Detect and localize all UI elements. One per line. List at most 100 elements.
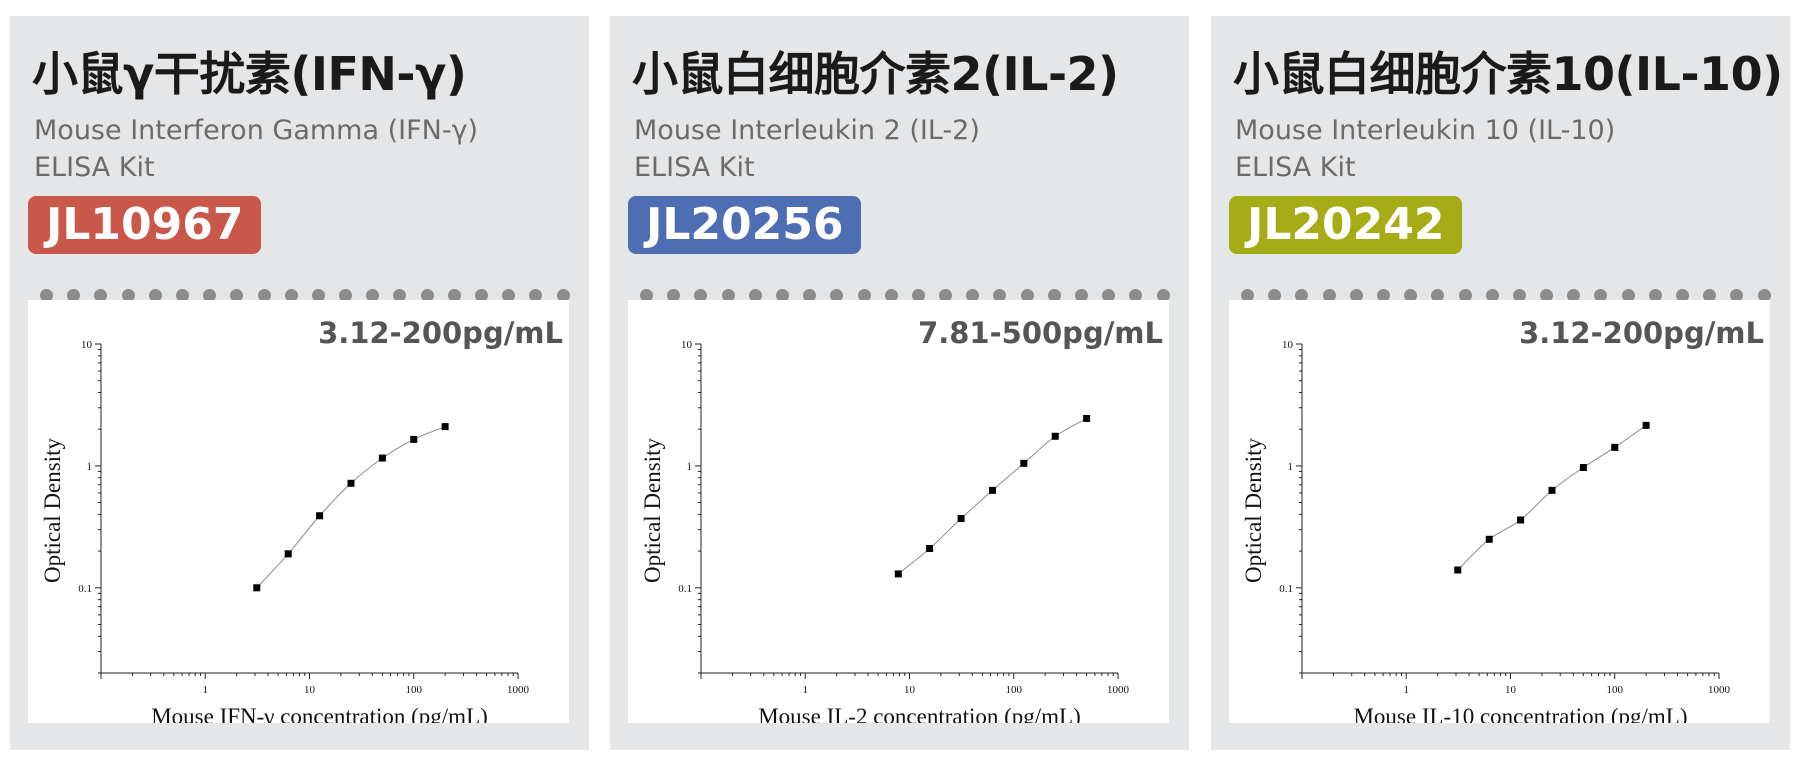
x-tick-label: 1 [803, 684, 809, 696]
divider-dot [939, 289, 953, 302]
standard-curve-chart: 1 10 100 1000 0.1 1 10 Mouse IL-2 concentration… [640, 339, 1130, 723]
data-point [378, 454, 386, 462]
dot-divider [40, 289, 570, 302]
product-subtitle: Mouse Interleukin 2 (IL-2) ELISA Kit [634, 112, 980, 186]
x-tick-label: 1000 [507, 684, 530, 696]
divider-dot [640, 289, 653, 302]
divider-dot [447, 289, 461, 302]
product-subtitle-line1: Mouse Interferon Gamma (IFN-γ) [34, 115, 479, 146]
divider-dot [67, 289, 81, 302]
divider-dot [1540, 289, 1554, 302]
y-tick-label: 1 [87, 461, 93, 473]
divider-dot [284, 289, 298, 302]
x-tick-label: 1000 [1107, 684, 1130, 696]
divider-dot [203, 289, 217, 302]
x-tick-label: 100 [406, 684, 423, 696]
product-subtitle-line1: Mouse Interleukin 10 (IL-10) [1235, 115, 1616, 146]
divider-dot [1676, 289, 1689, 302]
product-card-ifn-gamma: 小鼠γ干扰素(IFN-γ) Mouse Interferon Gamma (IF… [10, 16, 589, 750]
catalog-code-badge: JL10967 [28, 196, 262, 254]
y-tick-label: 1 [1288, 461, 1294, 473]
divider-dot [803, 289, 817, 302]
divider-dot [1075, 289, 1088, 302]
divider-dot [775, 289, 789, 302]
data-point [1611, 443, 1619, 451]
divider-dot [257, 289, 271, 302]
product-title: 小鼠γ干扰素(IFN-γ) [32, 47, 467, 101]
divider-dot [1156, 289, 1170, 302]
data-point [347, 479, 355, 487]
divider-dot [94, 289, 108, 302]
divider-dot [1376, 289, 1390, 302]
divider-dot [311, 289, 325, 302]
data-point [284, 550, 292, 558]
data-point [1579, 464, 1587, 472]
data-point [926, 545, 934, 553]
data-point [894, 570, 902, 578]
y-tick-label: 1 [687, 461, 693, 473]
data-point [957, 515, 965, 523]
product-title: 小鼠白细胞介素10(IL-10) [1233, 47, 1783, 101]
y-tick-label: 0.1 [678, 583, 692, 595]
x-axis-label: Mouse IFN-γ concentration (pg/mL) [151, 704, 488, 723]
standard-curve-chart: 1 10 100 1000 0.1 1 10 Mouse IFN-γ concentratio… [40, 339, 530, 723]
divider-dot [1730, 289, 1744, 302]
divider-dot [475, 289, 488, 302]
divider-dot [1458, 289, 1472, 302]
divider-dot [1349, 289, 1363, 302]
data-point [1517, 516, 1525, 524]
divider-dot [721, 289, 735, 302]
detection-range: 3.12-200pg/mL [318, 316, 563, 350]
data-point [1485, 535, 1493, 543]
divider-dot [1322, 289, 1336, 302]
divider-dot [529, 289, 543, 302]
x-axis-label: Mouse IL-10 concentration (pg/mL) [1353, 704, 1687, 723]
divider-dot [1020, 289, 1034, 302]
dot-divider [640, 289, 1170, 302]
data-point [316, 512, 324, 520]
catalog-code-badge: JL20256 [628, 196, 862, 254]
data-point [410, 435, 418, 443]
data-point [1020, 459, 1028, 467]
x-tick-label: 100 [1006, 684, 1023, 696]
divider-dot [420, 289, 434, 302]
divider-dot [1295, 289, 1309, 302]
y-tick-label: 0.1 [1279, 583, 1293, 595]
divider-dot [1047, 289, 1061, 302]
product-subtitle-line2: ELISA Kit [634, 152, 755, 183]
x-tick-label: 10 [1505, 684, 1517, 696]
detection-range: 7.81-500pg/mL [918, 316, 1163, 350]
data-point [1083, 414, 1091, 422]
data-point [1548, 486, 1556, 494]
divider-dot [1757, 289, 1771, 302]
y-tick-label: 10 [1282, 339, 1294, 351]
product-subtitle-line1: Mouse Interleukin 2 (IL-2) [634, 115, 980, 146]
detection-range: 3.12-200pg/mL [1519, 316, 1764, 350]
divider-dot [175, 289, 189, 302]
divider-dot [339, 289, 353, 302]
standard-curve-chart: 1 10 100 1000 0.1 1 10 Mouse IL-10 concentratio… [1241, 339, 1731, 723]
data-point [1051, 432, 1059, 440]
x-tick-label: 10 [304, 684, 316, 696]
divider-dot [556, 289, 570, 302]
product-subtitle: Mouse Interferon Gamma (IFN-γ) ELISA Kit [34, 112, 478, 186]
data-point [1454, 566, 1462, 574]
divider-dot [667, 289, 681, 302]
divider-dot [1431, 289, 1445, 302]
divider-dot [694, 289, 708, 302]
catalog-code-badge: JL20242 [1229, 196, 1463, 254]
divider-dot [1241, 289, 1254, 302]
divider-dot [1485, 289, 1499, 302]
y-tick-label: 10 [81, 339, 93, 351]
divider-dot [1567, 289, 1581, 302]
product-subtitle-line2: ELISA Kit [1235, 152, 1356, 183]
x-tick-label: 1000 [1708, 684, 1731, 696]
y-axis-label: Optical Density [1241, 438, 1266, 583]
divider-dot [1703, 289, 1717, 302]
product-title: 小鼠白细胞介素2(IL-2) [632, 47, 1119, 101]
divider-dot [502, 289, 516, 302]
divider-dot [366, 289, 380, 302]
y-tick-label: 0.1 [78, 583, 92, 595]
divider-dot [1404, 289, 1418, 302]
divider-dot [121, 289, 135, 302]
